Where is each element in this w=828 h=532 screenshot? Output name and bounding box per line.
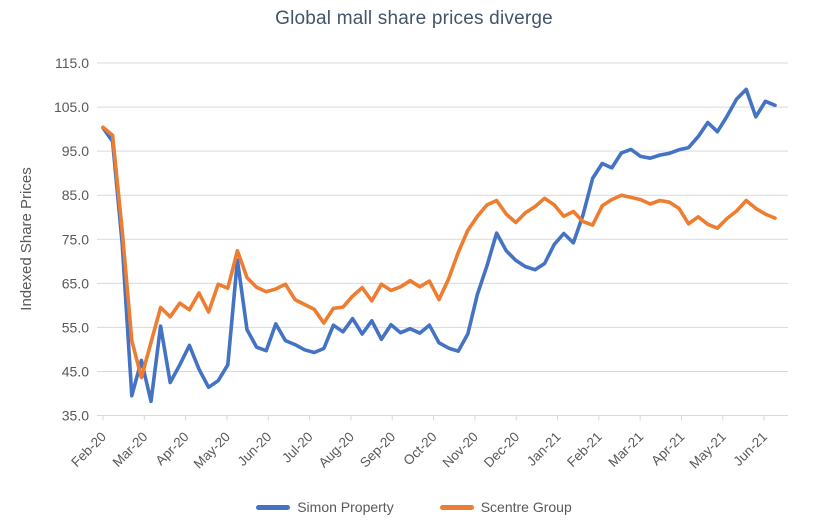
data-series-layer bbox=[101, 87, 777, 404]
y-tick-label: 75.0 bbox=[62, 231, 89, 247]
x-tick-label: Aug-20 bbox=[316, 429, 357, 470]
axis-labels-layer: 115.0 105.0 95.0 85.0 75.0 65.0 55.0 45.0 35.0 Fe… bbox=[54, 55, 770, 471]
x-tick-label: Apr-20 bbox=[152, 429, 191, 468]
x-tick-label: Jul-20 bbox=[279, 429, 316, 466]
legend: Simon Property Scentre Group bbox=[0, 499, 828, 515]
x-tick-label: Jun-20 bbox=[235, 429, 275, 469]
x-tick-label: Sep-20 bbox=[357, 429, 398, 470]
y-tick-label: 95.0 bbox=[62, 143, 89, 159]
y-tick-label: 105.0 bbox=[54, 99, 89, 115]
y-tick-label: 35.0 bbox=[62, 408, 89, 424]
x-tick-label: Feb-21 bbox=[564, 429, 605, 470]
x-tick-label: Mar-20 bbox=[110, 429, 151, 470]
legend-item-scentre-group: Scentre Group bbox=[439, 499, 572, 515]
x-tick-label: Feb-20 bbox=[68, 429, 109, 470]
x-tick-label: Nov-20 bbox=[440, 429, 481, 470]
legend-label-scentre-group: Scentre Group bbox=[480, 499, 572, 515]
line-chart-plot-area: 115.0 105.0 95.0 85.0 75.0 65.0 55.0 45.0 35.0 Fe… bbox=[18, 55, 788, 471]
y-tick-label: 45.0 bbox=[62, 363, 89, 379]
x-tick-label: Dec-20 bbox=[481, 429, 522, 470]
series-line-simon-property bbox=[101, 87, 777, 404]
legend-item-simon-property: Simon Property bbox=[256, 499, 394, 515]
legend-swatch-scentre-group bbox=[439, 504, 474, 510]
gridlines-layer bbox=[97, 62, 788, 416]
chart-title: Global mall share prices diverge bbox=[275, 8, 553, 29]
x-tick-label: Jan-21 bbox=[524, 429, 564, 469]
legend-label-simon-property: Simon Property bbox=[297, 499, 394, 515]
y-tick-label: 115.0 bbox=[55, 55, 89, 71]
x-tick-label: Mar-21 bbox=[605, 429, 646, 470]
legend-swatch-simon-property bbox=[256, 504, 291, 510]
axes-layer bbox=[97, 415, 788, 421]
x-tick-label: May-20 bbox=[191, 429, 233, 471]
y-axis-title: Indexed Share Prices bbox=[18, 167, 35, 310]
x-tick-label: Apr-21 bbox=[648, 429, 687, 468]
x-tick-label: May-21 bbox=[686, 429, 728, 471]
y-tick-label: 55.0 bbox=[62, 319, 89, 335]
y-tick-label: 65.0 bbox=[62, 275, 89, 291]
y-tick-label: 85.0 bbox=[62, 187, 89, 203]
x-tick-label: Jun-21 bbox=[730, 429, 770, 469]
series-line-scentre-group bbox=[101, 125, 777, 380]
x-tick-label: Oct-20 bbox=[400, 429, 439, 468]
